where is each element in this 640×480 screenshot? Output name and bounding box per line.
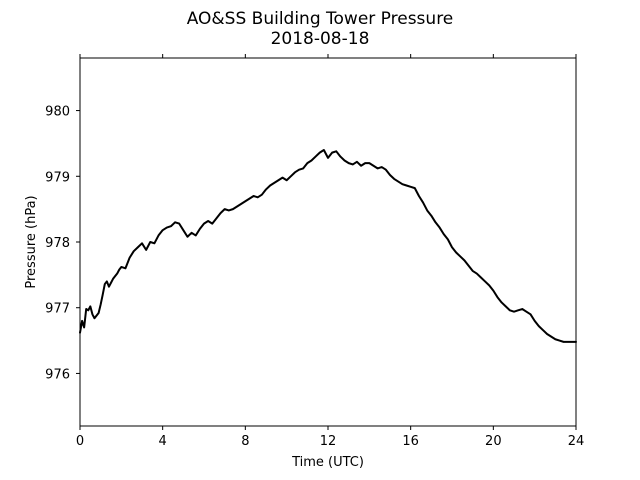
y-ticks: 976 977 978 979 980 [45, 105, 80, 382]
y-axis-label: Pressure (hPa) [24, 195, 39, 288]
y-tick-label: 976 [45, 367, 70, 382]
chart-subtitle: 2018-08-18 [271, 29, 370, 49]
pressure-line [79, 149, 577, 343]
y-tick-label: 979 [45, 170, 70, 185]
x-tick-label: 0 [76, 434, 84, 449]
x-tick-label: 8 [241, 434, 249, 449]
y-tick-label: 978 [45, 236, 70, 251]
x-tick-label: 20 [485, 434, 502, 449]
x-tick-label: 4 [159, 434, 167, 449]
chart-title: AO&SS Building Tower Pressure [187, 9, 454, 29]
x-tick-label: 24 [568, 434, 585, 449]
y-tick-label: 980 [45, 105, 70, 120]
y-tick-label: 977 [45, 302, 70, 317]
plot-frame [79, 57, 577, 427]
x-axis-label: Time (UTC) [291, 455, 364, 470]
x-tick-label: 16 [402, 434, 419, 449]
x-ticks: 0 4 8 12 16 20 24 [76, 54, 584, 449]
x-tick-label: 12 [320, 434, 337, 449]
